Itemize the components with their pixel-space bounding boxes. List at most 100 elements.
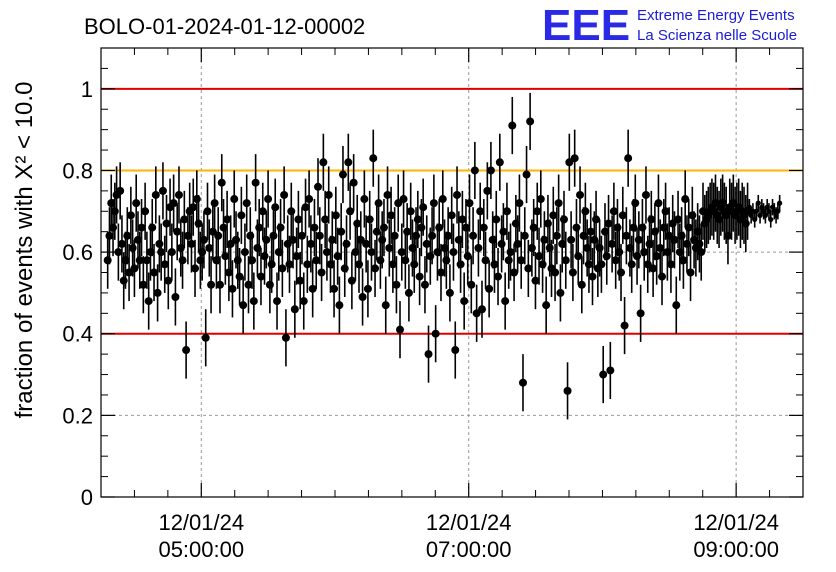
data-point bbox=[599, 370, 608, 379]
data-point bbox=[501, 297, 510, 306]
data-point bbox=[652, 252, 661, 261]
data-point bbox=[650, 227, 659, 236]
data-point bbox=[169, 199, 178, 208]
data-point bbox=[223, 215, 232, 224]
data-point bbox=[659, 223, 668, 232]
data-point bbox=[479, 223, 488, 232]
data-point bbox=[433, 248, 442, 257]
data-point bbox=[109, 223, 118, 232]
data-point bbox=[397, 248, 406, 257]
axis-ticks bbox=[100, 48, 804, 498]
data-point bbox=[723, 231, 732, 240]
data-point bbox=[387, 211, 396, 220]
data-point bbox=[759, 204, 765, 210]
data-point bbox=[237, 211, 246, 220]
data-point bbox=[369, 154, 378, 163]
data-point bbox=[256, 272, 265, 281]
data-point bbox=[561, 256, 570, 265]
data-point bbox=[210, 199, 219, 208]
data-points bbox=[103, 117, 783, 395]
data-point bbox=[367, 248, 376, 257]
data-point bbox=[445, 288, 454, 297]
data-point bbox=[289, 235, 298, 244]
data-point bbox=[517, 256, 526, 265]
data-point bbox=[715, 215, 724, 224]
data-point bbox=[549, 211, 558, 220]
data-point bbox=[287, 207, 296, 216]
data-point bbox=[224, 268, 233, 277]
data-point bbox=[672, 301, 681, 310]
data-point bbox=[681, 195, 690, 204]
data-point bbox=[624, 154, 633, 163]
data-point bbox=[438, 195, 447, 204]
data-point bbox=[176, 244, 185, 253]
data-point bbox=[558, 239, 567, 248]
data-point bbox=[494, 272, 503, 281]
data-point bbox=[144, 297, 153, 306]
data-point bbox=[656, 244, 665, 253]
data-point bbox=[337, 227, 346, 236]
data-point bbox=[141, 207, 150, 216]
data-point bbox=[328, 235, 337, 244]
data-point bbox=[588, 272, 597, 281]
data-point bbox=[404, 288, 413, 297]
data-point bbox=[524, 264, 533, 273]
data-point bbox=[454, 235, 463, 244]
data-point bbox=[221, 252, 230, 261]
data-point bbox=[344, 158, 353, 167]
data-point bbox=[688, 211, 697, 220]
data-point bbox=[248, 256, 257, 265]
data-point bbox=[158, 186, 167, 195]
data-point bbox=[753, 208, 760, 214]
data-point bbox=[595, 244, 604, 253]
y-tick-label: 1 bbox=[81, 77, 93, 102]
data-point bbox=[388, 260, 397, 269]
data-point bbox=[198, 248, 207, 257]
data-point bbox=[641, 190, 650, 199]
data-point bbox=[396, 325, 405, 334]
data-point bbox=[253, 244, 262, 253]
data-point bbox=[290, 305, 299, 314]
data-point bbox=[110, 207, 119, 216]
data-point bbox=[474, 244, 483, 253]
data-point bbox=[684, 223, 693, 232]
data-point bbox=[506, 248, 515, 257]
data-point bbox=[574, 252, 583, 261]
data-point bbox=[686, 268, 695, 277]
data-point bbox=[296, 276, 305, 285]
data-point bbox=[777, 200, 783, 206]
data-point bbox=[435, 223, 444, 232]
data-point bbox=[269, 231, 278, 240]
data-point bbox=[294, 215, 303, 224]
data-point bbox=[510, 268, 519, 277]
data-point bbox=[401, 256, 410, 265]
data-point bbox=[413, 215, 422, 224]
data-point bbox=[412, 231, 421, 240]
data-point bbox=[192, 195, 201, 204]
data-point bbox=[264, 195, 273, 204]
data-point bbox=[417, 223, 426, 232]
data-point bbox=[255, 223, 264, 232]
data-point bbox=[504, 256, 513, 265]
data-point bbox=[103, 256, 112, 265]
data-point bbox=[451, 346, 460, 355]
data-point bbox=[342, 239, 351, 248]
data-point bbox=[340, 264, 349, 273]
data-point bbox=[563, 386, 572, 395]
data-point bbox=[180, 215, 189, 224]
data-point bbox=[126, 211, 135, 220]
data-point bbox=[130, 264, 139, 273]
data-point bbox=[577, 280, 586, 289]
data-point bbox=[228, 284, 237, 293]
data-point bbox=[249, 297, 258, 306]
data-point bbox=[303, 260, 312, 269]
data-point bbox=[155, 239, 164, 248]
data-point bbox=[324, 190, 333, 199]
data-point bbox=[280, 190, 289, 199]
data-point bbox=[358, 292, 367, 301]
data-point bbox=[335, 301, 344, 310]
data-point bbox=[276, 223, 285, 232]
data-point bbox=[572, 223, 581, 232]
data-point bbox=[581, 207, 590, 216]
data-point bbox=[499, 227, 508, 236]
